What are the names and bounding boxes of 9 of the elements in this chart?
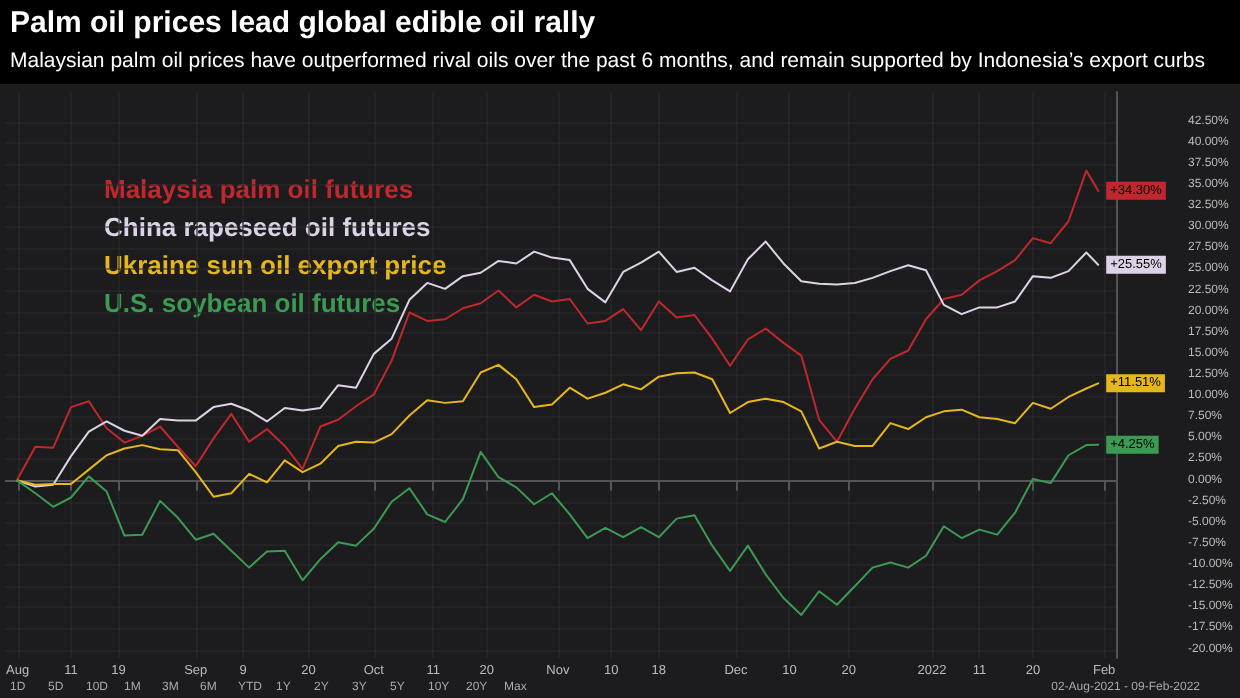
line-series xyxy=(16,443,1100,616)
chart-subtitle: Malaysian palm oil prices have outperformed rival oils over the past 6 months, and remain supported by Indonesia’s export curbs xyxy=(10,49,1205,73)
line-series xyxy=(16,169,1100,480)
text: Malaysia palm oil futures xyxy=(104,174,414,204)
text: Ukraine sun oil export price xyxy=(104,250,447,280)
chart-title: Palm oil prices lead global edible oil rally xyxy=(10,6,597,40)
series-label: China rapeseed oil futures xyxy=(104,212,431,242)
line-series xyxy=(16,363,1100,498)
text: U.S. soybean oil futures xyxy=(104,288,401,318)
